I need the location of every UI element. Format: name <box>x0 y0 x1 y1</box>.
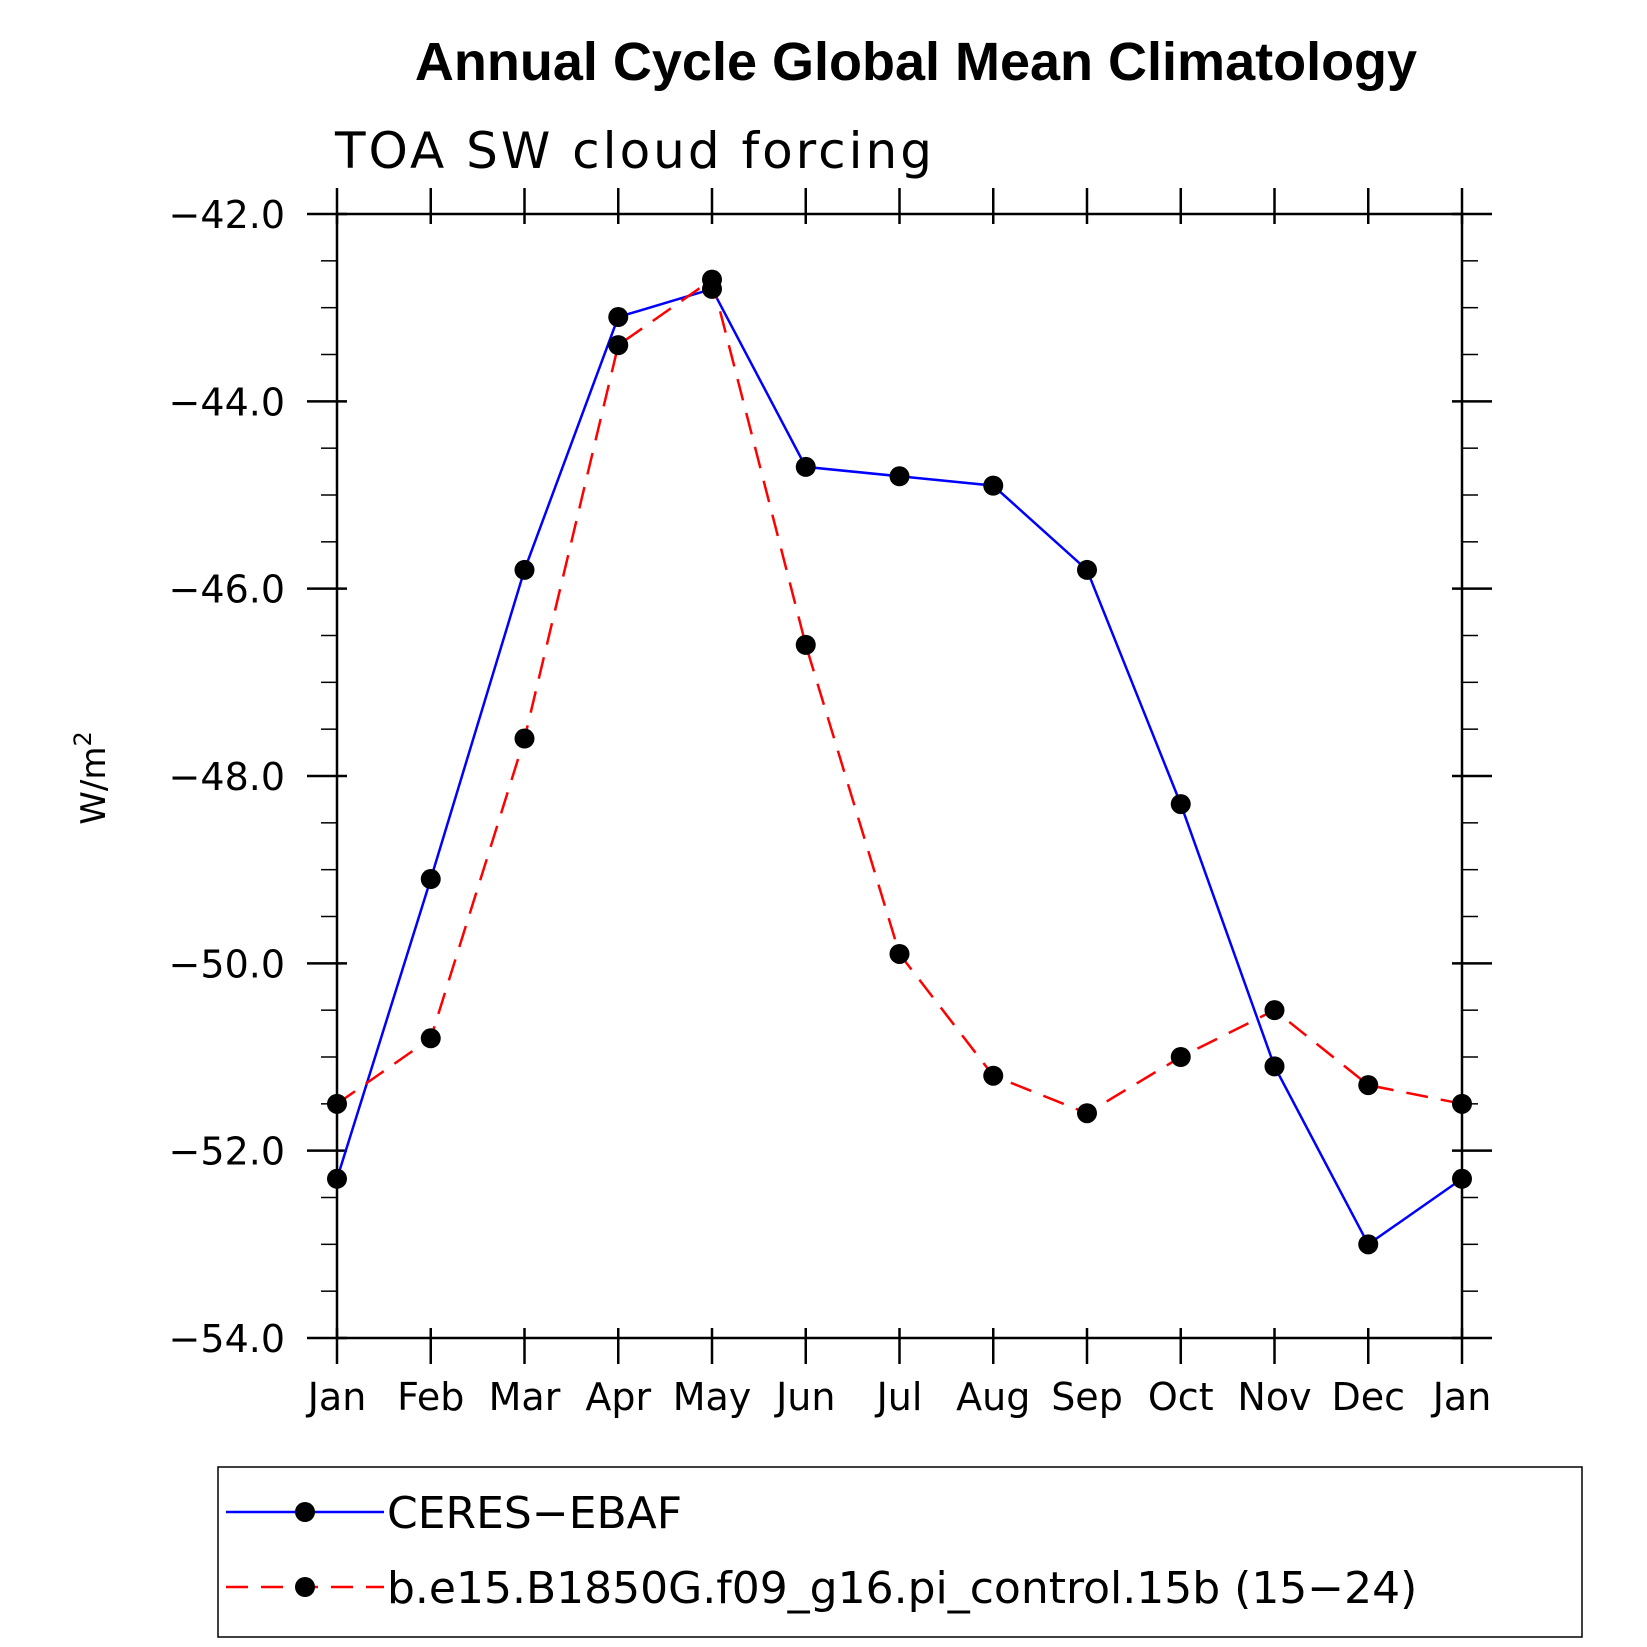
x-tick-label: Nov <box>1237 1375 1311 1419</box>
series-2-point <box>889 943 910 964</box>
series-2-point <box>1264 1000 1285 1021</box>
series-2-point <box>983 1065 1004 1086</box>
x-tick-label: Aug <box>956 1375 1030 1419</box>
x-tick-label: May <box>673 1375 752 1419</box>
series-2-point <box>1358 1075 1379 1096</box>
y-axis-label-base: W/m <box>74 747 114 825</box>
series-2-point <box>795 634 816 655</box>
x-tick-label: Jun <box>774 1375 835 1419</box>
legend: CERES−EBAF b.e15.B1850G.f09_g16.pi_contro… <box>226 1488 1417 1614</box>
x-tick-label: Feb <box>397 1375 464 1419</box>
series-2-point <box>327 1093 347 1114</box>
y-tick-label: −52.0 <box>169 1130 285 1174</box>
y-tick-label: −46.0 <box>169 568 285 612</box>
x-tick-label: Dec <box>1331 1375 1405 1419</box>
legend-marker-2 <box>295 1577 315 1597</box>
series-1-point <box>1077 559 1097 580</box>
series-2-point <box>1077 1103 1097 1124</box>
series-1-point <box>1358 1234 1379 1255</box>
series-1-point <box>327 1168 347 1189</box>
plot-axes: Jan Feb Mar Apr May Jun Jul Aug Sep Oct Nov Dec Jan−… <box>169 188 1492 1419</box>
series-markers <box>327 269 1472 1255</box>
series-2-point <box>608 335 629 356</box>
x-tick-label: Jan <box>306 1375 367 1419</box>
y-tick-label: −54.0 <box>169 1317 285 1361</box>
series-2-point <box>1452 1093 1472 1114</box>
series-1-point <box>1264 1056 1285 1077</box>
y-axis-label-superscript: 2 <box>69 731 97 746</box>
series-2-point <box>514 728 535 749</box>
series-2-point <box>420 1028 441 1049</box>
x-tick-label: Oct <box>1148 1375 1214 1419</box>
legend-label-1: CERES−EBAF <box>387 1488 682 1539</box>
y-tick-label: −48.0 <box>169 755 285 799</box>
y-tick-label: −50.0 <box>169 942 285 986</box>
series-1-point <box>889 466 910 487</box>
x-tick-label: Mar <box>489 1375 561 1419</box>
y-axis-label: W/m2 <box>69 731 114 824</box>
x-tick-label: Sep <box>1051 1375 1123 1419</box>
series-1-point <box>514 559 535 580</box>
x-tick-label: Jan <box>1431 1375 1492 1419</box>
series-1-point <box>1452 1168 1472 1189</box>
x-tick-label: Jul <box>875 1375 923 1419</box>
series-2-point <box>1170 1047 1191 1067</box>
x-tick-label: Apr <box>585 1375 651 1419</box>
y-tick-label: −44.0 <box>169 380 285 424</box>
series-line-1 <box>335 287 1463 1247</box>
y-tick-label: −42.0 <box>169 193 285 237</box>
legend-label-2: b.e15.B1850G.f09_g16.pi_control.15b (15−… <box>387 1563 1417 1614</box>
series-2-point <box>702 269 722 290</box>
series-1-point <box>795 456 816 477</box>
chart-subtitle: TOA SW cloud forcing <box>334 122 935 180</box>
legend-box <box>217 1466 1583 1638</box>
series-1-point <box>1170 794 1191 815</box>
legend-marker-1 <box>295 1502 315 1522</box>
series-line-2 <box>336 277 1463 1115</box>
series-lines <box>335 277 1463 1247</box>
chart-title: Annual Cycle Global Mean Climatology <box>415 32 1417 92</box>
series-1-point <box>420 869 441 890</box>
plot-frame <box>335 212 1464 1340</box>
series-1-point <box>608 307 629 328</box>
series-1-point <box>983 475 1004 496</box>
